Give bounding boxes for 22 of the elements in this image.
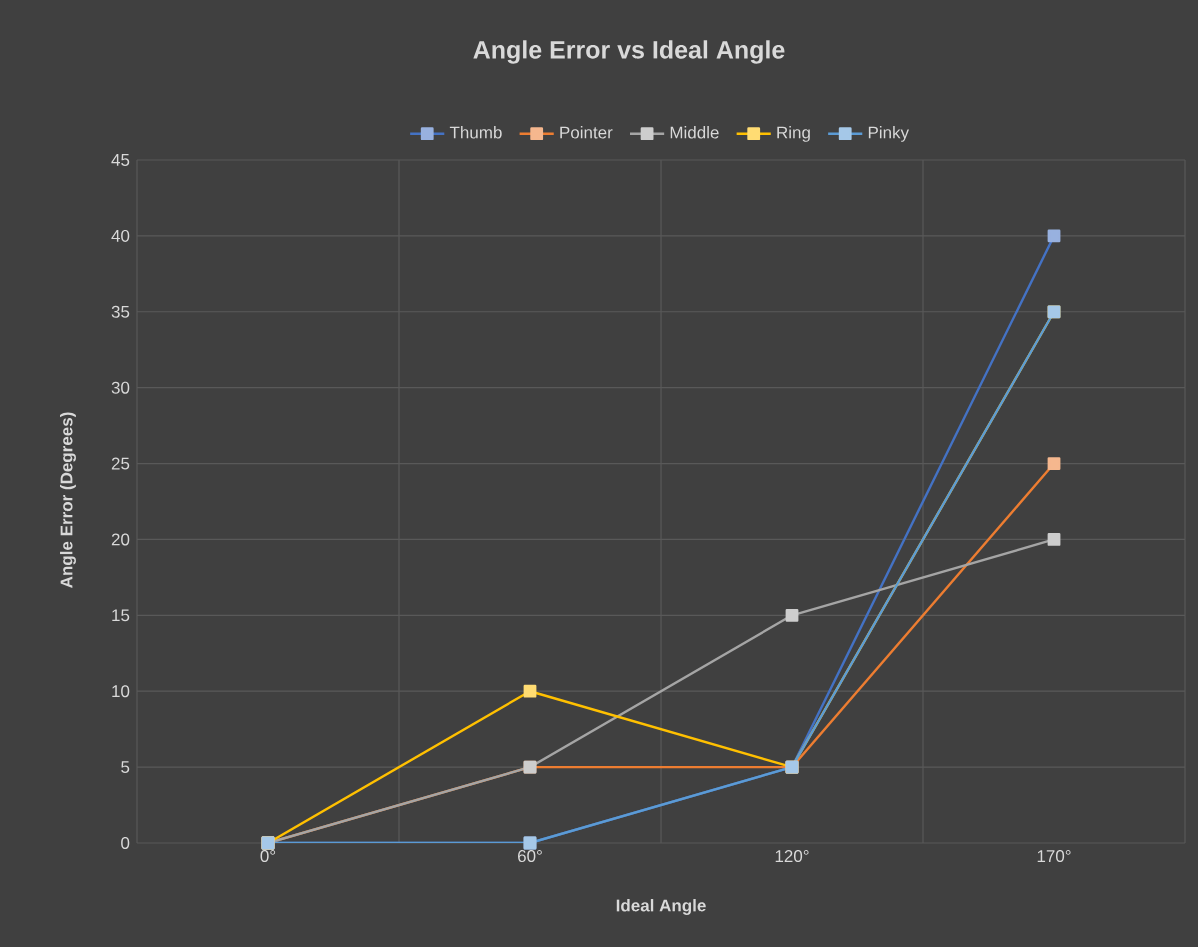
y-tick-label: 30 [111, 381, 130, 394]
y-tick-label: 35 [111, 305, 130, 318]
y-tick-label: 40 [111, 229, 130, 242]
y-tick-label: 25 [111, 457, 130, 470]
legend-label: Pointer [560, 126, 613, 139]
legend-label: Pinky [868, 126, 910, 142]
chart-title: Angle Error vs Ideal Angle [473, 40, 785, 64]
legend-label: Thumb [449, 126, 502, 139]
y-tick-label: 15 [112, 609, 130, 622]
x-tick-label: 0° [260, 850, 276, 863]
y-tick-label: 5 [121, 761, 130, 774]
x-tick-label: 120° [775, 850, 809, 863]
y-tick-label: 20 [111, 533, 130, 546]
x-axis-title: Ideal Angle [616, 899, 706, 915]
legend-label: Ring [777, 126, 810, 142]
y-axis-title: Angle Error (Degrees) [60, 412, 76, 588]
x-tick-label: 170° [1037, 850, 1071, 863]
x-tick-label: 60° [518, 850, 542, 863]
y-tick-label: 0 [121, 836, 130, 850]
legend-label: Middle [670, 126, 719, 139]
y-tick-label: 10 [112, 685, 130, 698]
y-tick-label: 45 [111, 154, 130, 166]
